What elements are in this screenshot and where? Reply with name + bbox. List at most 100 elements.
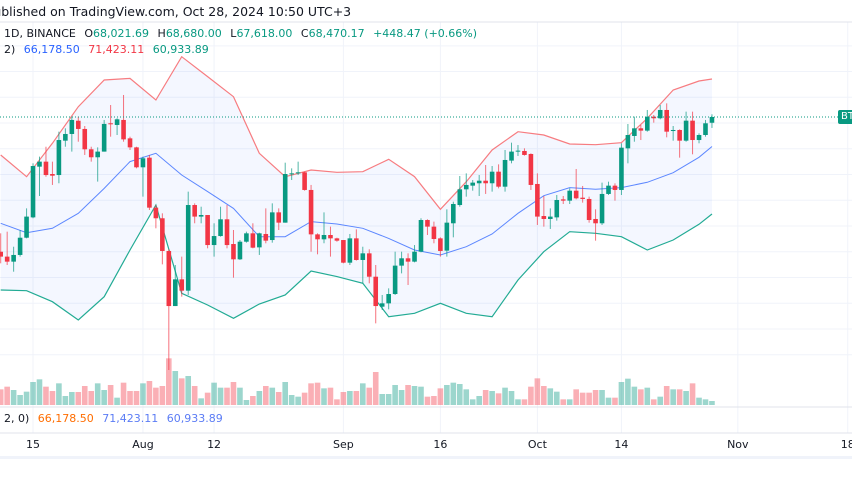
- volume-bar: [631, 386, 638, 405]
- volume-bar: [599, 390, 605, 405]
- volume-bar: [282, 382, 289, 405]
- time-axis-label: 15: [26, 438, 41, 451]
- volume-bar: [450, 382, 457, 405]
- candle-body: [677, 129, 682, 141]
- volume-bar: [301, 392, 308, 405]
- volume-bar: [392, 385, 398, 405]
- volume-bar: [405, 385, 411, 405]
- volume-bar: [398, 390, 405, 405]
- volume-bar: [411, 386, 418, 405]
- indicator-pane-legend: 2, 0) 66,178.50 71,423.11 60,933.89: [4, 412, 228, 425]
- volume-bar: [437, 388, 444, 405]
- candle-body: [147, 157, 152, 208]
- candle-body: [379, 303, 385, 307]
- candle-body: [366, 253, 372, 277]
- candle-body: [645, 116, 650, 131]
- candle-body: [683, 120, 689, 141]
- volume-bar: [476, 396, 482, 405]
- volume-bar: [185, 376, 192, 405]
- candle-body: [405, 258, 411, 262]
- volume-bar: [359, 383, 366, 405]
- candle-body: [341, 240, 346, 263]
- candle-body: [509, 151, 514, 161]
- candle-body: [50, 174, 55, 176]
- bollinger-bands: [0, 55, 713, 321]
- bb-upper-value: 71,423.11: [88, 43, 145, 56]
- volume-bar: [159, 386, 166, 405]
- candle-body: [593, 218, 598, 224]
- candle-body: [205, 214, 210, 246]
- candle-body: [580, 197, 585, 199]
- volume-bar: [469, 399, 476, 405]
- candle-body: [528, 153, 534, 185]
- candle-body: [69, 119, 75, 134]
- bb-basis-value: 66,178.50: [23, 43, 80, 56]
- volume-bar: [353, 391, 360, 405]
- volume-bar: [586, 392, 592, 405]
- candle-body: [95, 151, 100, 158]
- volume-bar: [204, 392, 211, 405]
- candle-body: [166, 250, 172, 307]
- volume-bar: [17, 395, 23, 405]
- volume-bar: [217, 387, 224, 405]
- volume-bar: [288, 395, 295, 405]
- time-axis-label: 12: [207, 438, 222, 451]
- candle-body: [567, 190, 573, 201]
- volume-bar: [166, 358, 172, 405]
- candle-body: [425, 220, 430, 227]
- volume-bar: [0, 389, 4, 405]
- volume-bar: [418, 386, 424, 405]
- candle-body: [30, 166, 36, 218]
- candle-body: [172, 279, 178, 307]
- volume-bar: [482, 390, 489, 405]
- volume-bar: [23, 391, 30, 405]
- candle-body: [179, 279, 185, 291]
- volume-bar: [321, 388, 327, 405]
- volume-bar: [502, 387, 508, 405]
- candle-body: [185, 205, 191, 291]
- volume-bar: [379, 394, 385, 405]
- grid: [0, 22, 852, 433]
- time-axis-label: Nov: [727, 438, 749, 451]
- candle-body: [632, 128, 637, 136]
- volume-bar: [366, 387, 373, 405]
- candle-body: [444, 222, 450, 251]
- low-value: 67,618.00: [236, 27, 293, 40]
- candle-body: [63, 133, 68, 141]
- volume-bar: [36, 379, 43, 405]
- candle-body: [160, 218, 165, 251]
- volume-bar: [30, 382, 36, 405]
- candle-body: [0, 251, 3, 257]
- volume-bar: [43, 386, 49, 405]
- candle-body: [334, 238, 340, 241]
- bollinger-legend: 2) 66,178.50 71,423.11 60,933.89: [4, 43, 214, 56]
- candle-body: [315, 234, 320, 240]
- volume-bar: [198, 398, 204, 405]
- volume-bar: [10, 390, 17, 405]
- volume-bar: [69, 392, 75, 405]
- volume-bar: [431, 396, 437, 405]
- candle-body: [489, 171, 495, 184]
- volume-bar: [385, 394, 392, 405]
- candle-body: [140, 158, 146, 168]
- volume-bar: [663, 386, 670, 405]
- close-label: C: [300, 27, 309, 40]
- published-caption: Published on TradingView.com, Oct 28, 20…: [0, 4, 352, 19]
- candle-body: [11, 254, 16, 262]
- volume-bar: [650, 399, 657, 405]
- candle-body: [606, 185, 611, 194]
- candle-body: [321, 235, 327, 240]
- candle-body: [211, 236, 217, 246]
- time-axis-label: 14: [614, 438, 629, 451]
- candle-body: [586, 198, 592, 221]
- candle-body: [476, 180, 482, 184]
- volume-bar: [638, 389, 644, 405]
- candle-body: [17, 237, 23, 255]
- volume-bar: [308, 383, 314, 405]
- change-value: +448.47 (+0.66%): [373, 27, 478, 40]
- candle-body: [218, 219, 223, 237]
- volume-bar: [573, 389, 579, 405]
- volume-bar: [327, 387, 334, 405]
- candle-body: [690, 120, 695, 141]
